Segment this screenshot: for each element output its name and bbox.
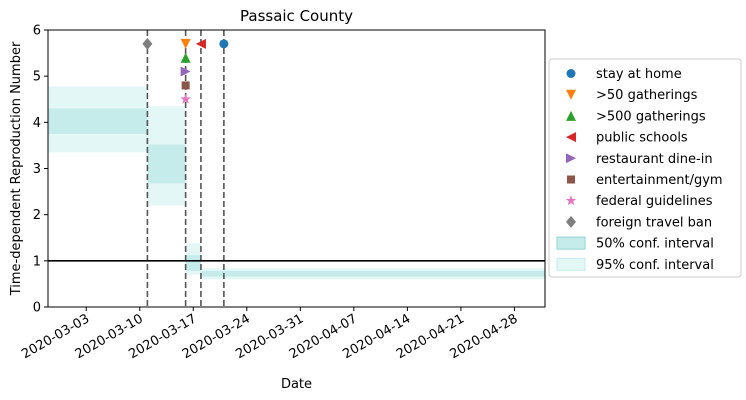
legend-diamond-marker — [566, 215, 576, 228]
legend-patch — [556, 257, 586, 271]
legend-entry: foreign travel ban — [566, 215, 712, 230]
legend-entry: restaurant dine-in — [566, 152, 713, 167]
triangle-up-marker — [180, 52, 191, 63]
ci50-band — [147, 144, 186, 184]
legend-entry: 95% conf. interval — [556, 257, 714, 273]
y-tick-label: 1 — [33, 254, 41, 269]
legend-entry: public schools — [566, 131, 688, 146]
legend-label: entertainment/gym — [596, 173, 723, 188]
legend-patch — [556, 236, 586, 250]
legend-entry: >500 gatherings — [566, 109, 706, 124]
y-tick-label: 6 — [33, 24, 41, 39]
y-axis-title: Time-dependent Reproduction Number — [9, 41, 24, 296]
x-ticks: 2020-03-032020-03-102020-03-172020-03-24… — [19, 307, 520, 362]
triangle-right-marker — [180, 66, 191, 77]
y-ticks: 0 1 2 3 4 5 6 — [33, 24, 48, 316]
square-marker — [181, 81, 190, 90]
circle-marker — [219, 39, 229, 49]
y-tick-label: 0 — [33, 301, 41, 316]
legend-box — [548, 58, 742, 278]
star-marker — [180, 93, 191, 104]
legend-label: >50 gatherings — [596, 88, 698, 103]
y-tick-label: 3 — [33, 162, 41, 177]
legend-label: federal guidelines — [596, 194, 713, 209]
triangle-left-marker — [195, 38, 206, 49]
legend-triangle-right-marker — [566, 153, 576, 164]
x-axis-title: Date — [281, 377, 312, 392]
legend-entry: federal guidelines — [565, 194, 713, 209]
legend-square-marker — [567, 175, 575, 184]
ci50-band — [200, 270, 545, 277]
legend-label: public schools — [596, 131, 688, 146]
legend-label: stay at home — [596, 67, 682, 82]
ci50-bands — [48, 108, 545, 277]
legend-triangle-down-marker — [566, 89, 576, 100]
y-tick-label: 4 — [33, 116, 41, 131]
legend: stay at home >50 gatherings >500 gathering… — [548, 58, 742, 278]
legend-entry: 50% conf. interval — [556, 236, 714, 252]
legend-star-marker — [565, 195, 577, 206]
intervention-markers — [142, 37, 229, 104]
legend-triangle-left-marker — [566, 132, 576, 143]
y-tick-label: 5 — [33, 70, 41, 85]
legend-entry: >50 gatherings — [566, 88, 698, 103]
triangle-down-marker — [180, 38, 191, 49]
legend-label: restaurant dine-in — [596, 152, 713, 167]
chart-title: Passaic County — [240, 7, 353, 25]
legend-entry: entertainment/gym — [567, 173, 723, 188]
diamond-marker — [142, 37, 153, 50]
legend-label: 95% conf. interval — [596, 258, 714, 273]
legend-label: foreign travel ban — [596, 215, 712, 230]
y-tick-label: 2 — [33, 208, 41, 223]
legend-triangle-up-marker — [566, 110, 576, 121]
plot-frame — [47, 29, 546, 308]
legend-label: >500 gatherings — [596, 109, 706, 124]
legend-label: 50% conf. interval — [596, 237, 714, 252]
ci50-band — [48, 108, 148, 134]
legend-circle-marker — [566, 69, 576, 78]
legend-entry: stay at home — [566, 67, 682, 82]
ci50-band — [185, 255, 201, 271]
